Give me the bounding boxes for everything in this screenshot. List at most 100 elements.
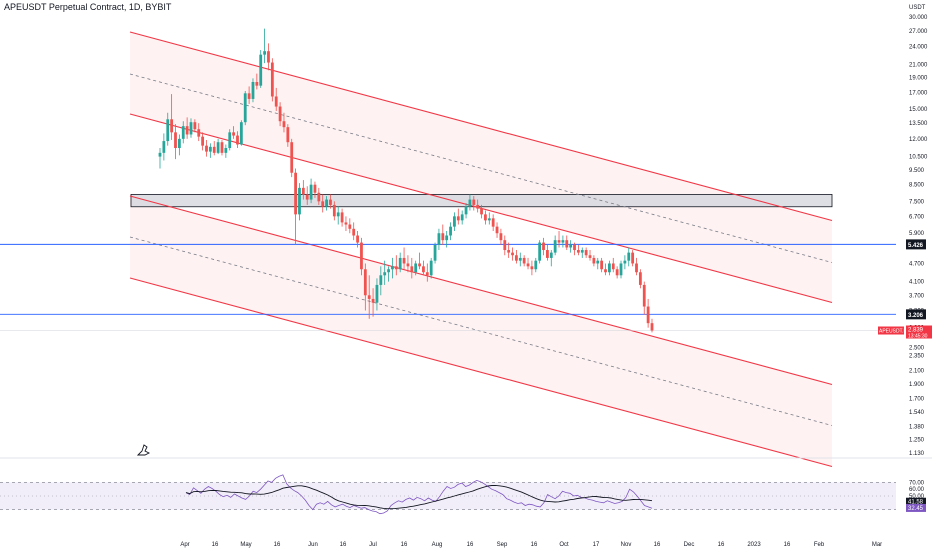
candle [480, 204, 483, 219]
candle-body [607, 263, 611, 273]
candle [301, 180, 305, 200]
candle [650, 318, 654, 333]
candle-body [259, 54, 263, 86]
candle [464, 203, 468, 219]
candle [410, 257, 414, 279]
candle-body [410, 266, 414, 273]
price-tick-label: 7.500 [909, 199, 925, 205]
horizontal-levels [0, 243, 896, 331]
price-marker-label: 3.206 [908, 313, 924, 319]
candle [507, 242, 511, 258]
candle [360, 237, 363, 276]
candle-body [220, 142, 224, 153]
candle [224, 144, 228, 158]
candle-body [332, 204, 336, 217]
candle-body [263, 51, 266, 55]
time-axis: Apr 16 May 16 Jun 16 Jul 16 Aug 16 Sep 16 Oct 17 Nov 16… [180, 542, 882, 548]
candle-body [305, 194, 309, 200]
price-tick-label: 24.000 [909, 45, 928, 51]
dragon-icon [136, 444, 151, 456]
price-marker-box [906, 309, 926, 320]
candle-body [406, 263, 410, 267]
time-tick-label: Feb [814, 542, 825, 548]
candle [418, 252, 421, 270]
price-tick-label: 4.700 [909, 261, 925, 267]
candle [298, 183, 301, 221]
channel-fill-upper [130, 32, 832, 303]
rsi-ma-line [185, 484, 653, 510]
candle [615, 266, 619, 279]
price-tick-label: 1.540 [909, 410, 925, 416]
candle [325, 196, 328, 211]
candle-body [433, 245, 437, 261]
time-tick-label: 2023 [747, 542, 761, 548]
candle [530, 260, 534, 276]
channel-line [129, 31, 833, 222]
candle [460, 210, 464, 225]
candle [522, 255, 526, 267]
candle-body [228, 132, 232, 149]
candle [526, 257, 530, 270]
candle-body [635, 263, 638, 273]
candle [193, 119, 197, 133]
candle [356, 231, 359, 248]
candle [499, 228, 503, 246]
candle [635, 257, 638, 276]
candle [569, 240, 573, 253]
candle-body [340, 212, 344, 223]
time-tick-label: 16 [718, 542, 725, 548]
candle [236, 131, 239, 149]
candle-body [418, 263, 421, 267]
candle-body [553, 240, 557, 253]
candle-body [518, 257, 522, 261]
candle [627, 247, 631, 267]
candle-body [414, 263, 418, 273]
time-tick-label: 16 [654, 542, 661, 548]
candle [255, 73, 259, 90]
candle-body [274, 96, 278, 107]
candle [367, 275, 371, 319]
candle [329, 194, 332, 209]
candle [270, 58, 274, 102]
price-tick-label: 13.500 [909, 121, 928, 127]
symbol-marker-box [878, 326, 904, 335]
candle [604, 263, 607, 276]
candle-body [487, 218, 491, 221]
channel-fill [130, 32, 832, 467]
candle [162, 133, 166, 161]
time-tick-label: 16 [531, 542, 538, 548]
candle-body [546, 250, 549, 258]
candle [573, 242, 576, 256]
rsi-tick-label: 70.00 [909, 480, 925, 486]
candle [348, 218, 352, 234]
candle-body [627, 252, 631, 261]
candle [445, 231, 449, 248]
candle-body [573, 245, 576, 251]
candle-body [604, 269, 607, 273]
candle [592, 255, 596, 267]
time-tick-label: 16 [340, 542, 347, 548]
candle [375, 278, 379, 311]
candle-body [158, 152, 162, 157]
candle-body [592, 257, 596, 264]
candle-body [321, 201, 325, 207]
candle [321, 194, 325, 213]
candle-body [611, 263, 615, 270]
candle-body [557, 240, 561, 243]
candle-body [317, 192, 321, 202]
candle-body [375, 284, 379, 303]
candle [205, 139, 208, 157]
candle [290, 138, 294, 178]
candle [642, 281, 646, 315]
candle-body [596, 260, 600, 264]
candle [317, 187, 321, 205]
candle [294, 168, 297, 246]
price-axis-unit: USDT [909, 5, 926, 11]
candle-body [329, 199, 332, 205]
candle [549, 250, 553, 267]
rsi-value-box [906, 503, 926, 512]
candle [332, 201, 336, 221]
candle-body [247, 93, 251, 99]
